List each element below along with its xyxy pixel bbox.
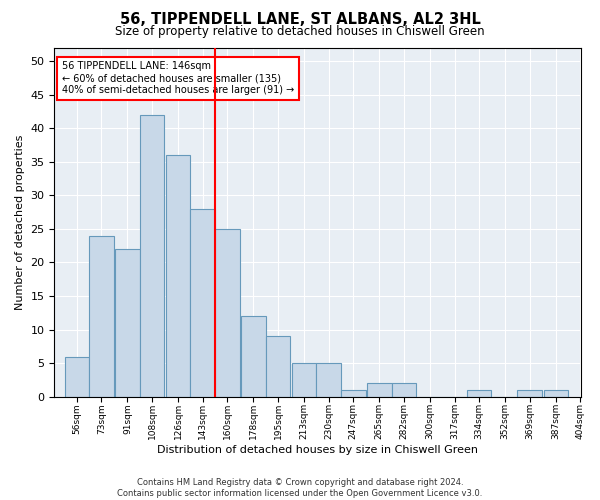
Bar [65, 356, 89, 397]
Y-axis label: Number of detached properties: Number of detached properties [15, 134, 25, 310]
Bar [89, 236, 114, 397]
Text: Size of property relative to detached houses in Chiswell Green: Size of property relative to detached ho… [115, 25, 485, 38]
Text: 56 TIPPENDELL LANE: 146sqm
← 60% of detached houses are smaller (135)
40% of sem: 56 TIPPENDELL LANE: 146sqm ← 60% of deta… [62, 62, 295, 94]
Bar [241, 316, 266, 397]
Bar [115, 249, 140, 397]
Text: Contains HM Land Registry data © Crown copyright and database right 2024.
Contai: Contains HM Land Registry data © Crown c… [118, 478, 482, 498]
Bar [215, 229, 239, 397]
Bar [367, 384, 392, 397]
Text: 56, TIPPENDELL LANE, ST ALBANS, AL2 3HL: 56, TIPPENDELL LANE, ST ALBANS, AL2 3HL [119, 12, 481, 28]
Bar [341, 390, 365, 397]
X-axis label: Distribution of detached houses by size in Chiswell Green: Distribution of detached houses by size … [157, 445, 478, 455]
Bar [190, 208, 215, 397]
Bar [392, 384, 416, 397]
Bar [166, 155, 190, 397]
Bar [140, 114, 164, 397]
Bar [544, 390, 568, 397]
Bar [467, 390, 491, 397]
Bar [266, 336, 290, 397]
Bar [316, 363, 341, 397]
Bar [292, 363, 316, 397]
Bar [517, 390, 542, 397]
